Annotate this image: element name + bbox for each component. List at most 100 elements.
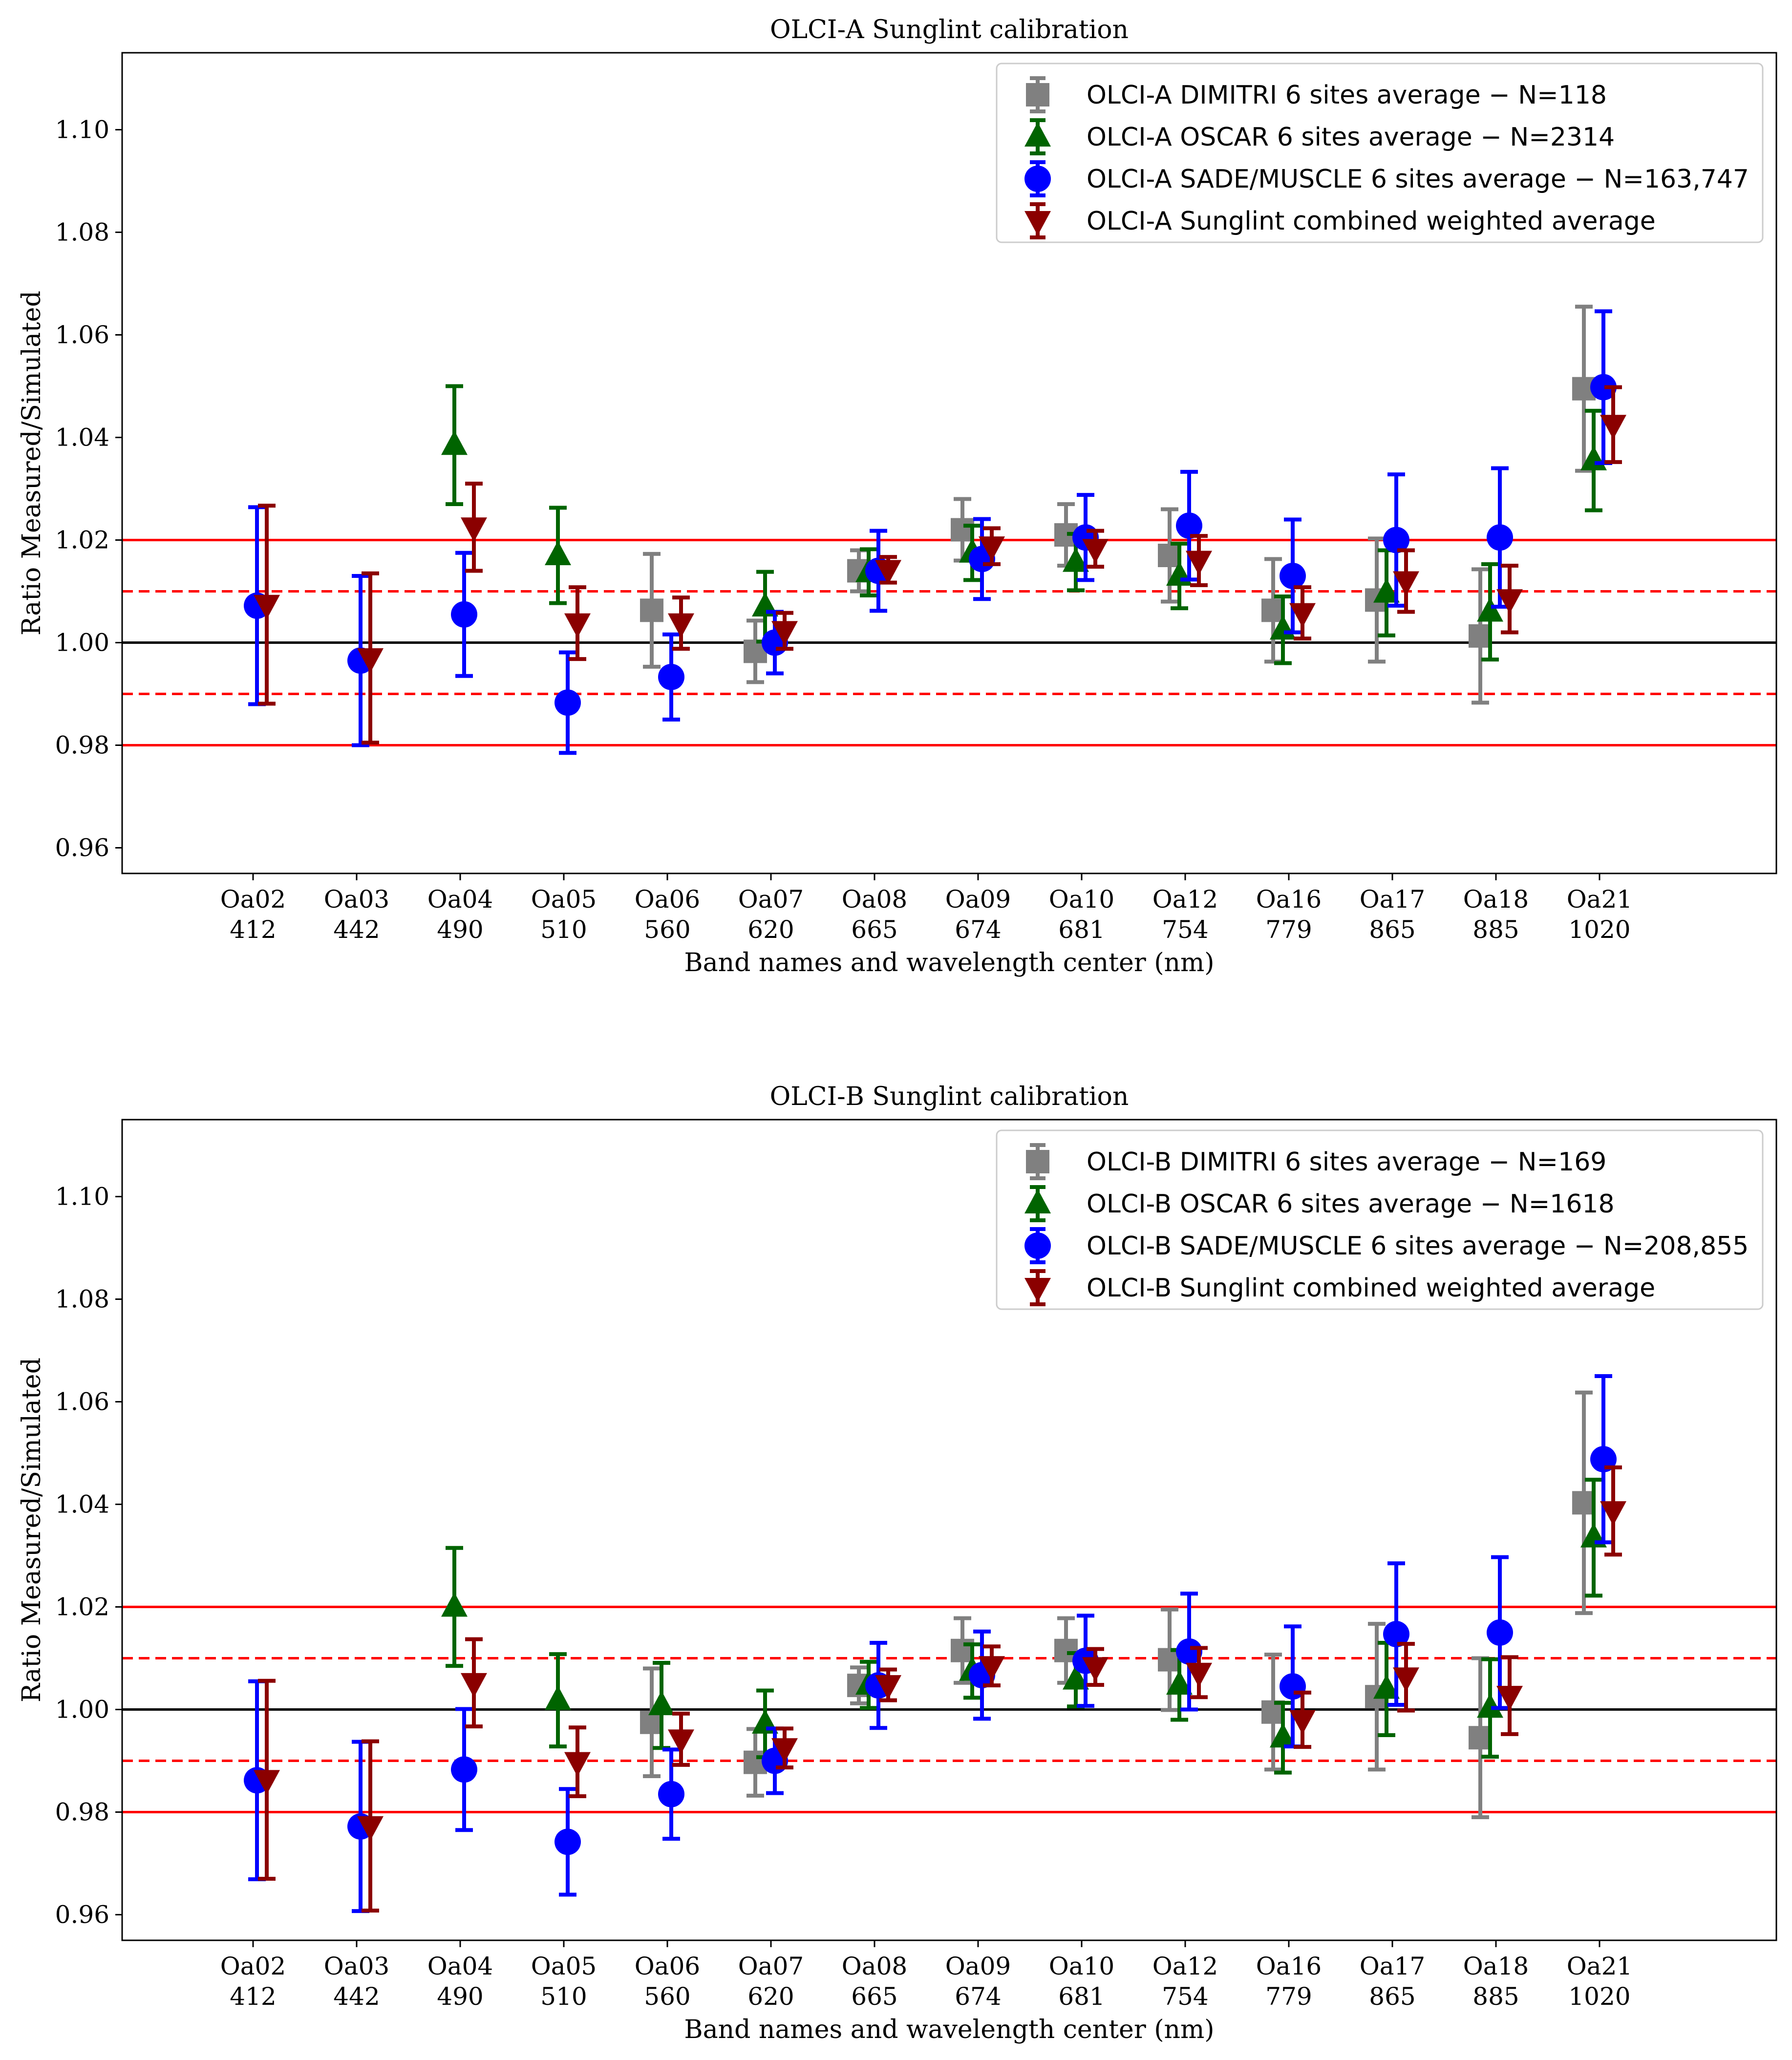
x-tick-label-band: Oa06	[635, 885, 700, 913]
x-tick-label-band: Oa12	[1152, 885, 1218, 913]
data-point-combined	[1289, 1710, 1316, 1735]
data-point-sade	[1487, 524, 1513, 551]
legend-label-dimitri: OLCI-A DIMITRI 6 sites average − N=118	[1087, 81, 1607, 110]
x-tick-label-band: Oa04	[427, 1952, 493, 1980]
x-tick-label-wavelength: 681	[1058, 1982, 1105, 2011]
data-point-oscar	[1063, 1665, 1089, 1690]
legend-label-combined: OLCI-B Sunglint combined weighted averag…	[1087, 1274, 1655, 1303]
data-point-combined	[254, 595, 280, 619]
data-point-oscar	[1477, 1693, 1503, 1718]
legend-marker-dimitri	[1026, 83, 1049, 106]
data-point-combined	[771, 1738, 798, 1763]
series-combined	[254, 1465, 1626, 1913]
data-point-combined	[461, 1673, 487, 1698]
chart-title: OLCI-A Sunglint calibration	[770, 15, 1129, 44]
chart-title: OLCI-B Sunglint calibration	[770, 1082, 1129, 1111]
x-tick-label-wavelength: 779	[1265, 915, 1312, 944]
data-point-combined	[1393, 571, 1419, 596]
data-point-combined	[1186, 551, 1212, 575]
legend-marker-dimitri	[1026, 1150, 1049, 1173]
data-point-combined	[1496, 1686, 1523, 1711]
x-tick-label-wavelength: 560	[644, 915, 690, 944]
y-tick-label: 1.00	[55, 629, 109, 657]
x-tick-label-wavelength: 865	[1369, 1982, 1415, 2011]
x-tick-label-wavelength: 490	[437, 1982, 483, 2011]
x-tick-label-band: Oa12	[1152, 1952, 1218, 1980]
legend-marker-oscar	[1024, 122, 1051, 147]
chart-b: OLCI-B Sunglint calibration 0.96 0.98 1.00 1…	[17, 1082, 1777, 2044]
x-tick-label-wavelength: 620	[747, 1982, 794, 2011]
legend-marker-oscar	[1024, 1189, 1051, 1213]
data-point-oscar	[1063, 547, 1089, 572]
y-tick-label: 0.96	[55, 1901, 109, 1929]
data-point-combined	[1186, 1662, 1212, 1687]
x-axis-label: Band names and wavelength center (nm)	[684, 948, 1214, 977]
legend-label-oscar: OLCI-B OSCAR 6 sites average − N=1618	[1087, 1189, 1615, 1219]
data-point-combined	[771, 621, 798, 646]
y-axis-label: Ratio Measured/Simulated	[17, 291, 46, 636]
legend-label-sade: OLCI-B SADE/MUSCLE 6 sites average − N=2…	[1087, 1232, 1749, 1261]
x-tick-label-band: Oa08	[842, 885, 907, 913]
x-tick-label-wavelength: 665	[851, 915, 897, 944]
data-point-combined	[875, 1675, 901, 1700]
x-tick-label-band: Oa03	[324, 885, 389, 913]
x-tick-label-band: Oa05	[531, 885, 597, 913]
x-tick-label-band: Oa07	[738, 885, 804, 913]
data-point-sade	[658, 1781, 684, 1807]
x-tick-label-band: Oa21	[1567, 1952, 1632, 1980]
legend-marker-sade	[1024, 1232, 1051, 1259]
y-tick-label: 1.06	[55, 1388, 109, 1416]
data-point-combined	[979, 1656, 1005, 1681]
x-tick-label-wavelength: 779	[1265, 1982, 1312, 2011]
x-tick-label-wavelength: 754	[1162, 915, 1208, 944]
y-tick-label: 0.98	[55, 1798, 109, 1826]
data-point-combined	[1289, 603, 1316, 628]
x-tick-label-wavelength: 674	[955, 1982, 1001, 2011]
data-point-combined	[357, 1816, 384, 1841]
data-point-oscar	[1270, 1723, 1296, 1748]
x-axis-label: Band names and wavelength center (nm)	[684, 2015, 1214, 2044]
x-tick-label-wavelength: 560	[644, 1982, 690, 2011]
y-tick-label: 1.02	[55, 1593, 109, 1621]
data-point-oscar	[648, 1691, 675, 1716]
x-tick-label-band: Oa18	[1463, 885, 1529, 913]
x-tick-label-wavelength: 490	[437, 915, 483, 944]
data-point-combined	[564, 613, 591, 638]
x-tick-label-wavelength: 1020	[1568, 915, 1630, 944]
x-tick-label-wavelength: 674	[955, 915, 1001, 944]
x-tick-label-band: Oa10	[1049, 885, 1114, 913]
x-tick-label-band: Oa05	[531, 1952, 597, 1980]
x-tick-label-band: Oa09	[945, 1952, 1011, 1980]
data-point-combined	[1600, 415, 1626, 440]
series-oscar	[441, 384, 1607, 665]
x-tick-label-wavelength: 442	[333, 915, 380, 944]
x-tick-label-band: Oa10	[1049, 1952, 1114, 1980]
data-point-combined	[461, 517, 487, 542]
x-tick-label-band: Oa16	[1256, 885, 1322, 913]
data-point-oscar	[545, 541, 571, 565]
series-combined	[254, 385, 1626, 745]
x-tick-label-band: Oa04	[427, 885, 493, 913]
data-point-combined	[668, 613, 694, 638]
x-tick-label-wavelength: 1020	[1568, 1982, 1630, 2011]
data-point-combined	[564, 1752, 591, 1777]
y-tick-label: 1.08	[55, 1285, 109, 1314]
data-point-sade	[555, 1828, 581, 1855]
legend: OLCI-B DIMITRI 6 sites average − N=169 OL…	[996, 1129, 1764, 1310]
data-point-combined	[668, 1729, 694, 1754]
series-sade	[244, 309, 1617, 755]
x-tick-label-band: Oa17	[1360, 885, 1425, 913]
chart-a: OLCI-A Sunglint calibration 0.96 0.98 1.00 1…	[17, 15, 1777, 977]
y-tick-label: 1.10	[55, 116, 109, 144]
legend-frame	[996, 63, 1764, 243]
x-tick-label-band: Oa08	[842, 1952, 907, 1980]
legend-marker-combined	[1024, 211, 1051, 235]
x-tick-label-band: Oa16	[1256, 1952, 1322, 1980]
x-tick-label-wavelength: 510	[540, 1982, 587, 2011]
x-tick-label-wavelength: 620	[747, 915, 794, 944]
x-tick-label-band: Oa03	[324, 1952, 389, 1980]
y-tick-label: 1.08	[55, 218, 109, 247]
data-point-combined	[1600, 1501, 1626, 1526]
data-point-dimitri	[640, 598, 663, 622]
data-point-combined	[1082, 539, 1109, 564]
